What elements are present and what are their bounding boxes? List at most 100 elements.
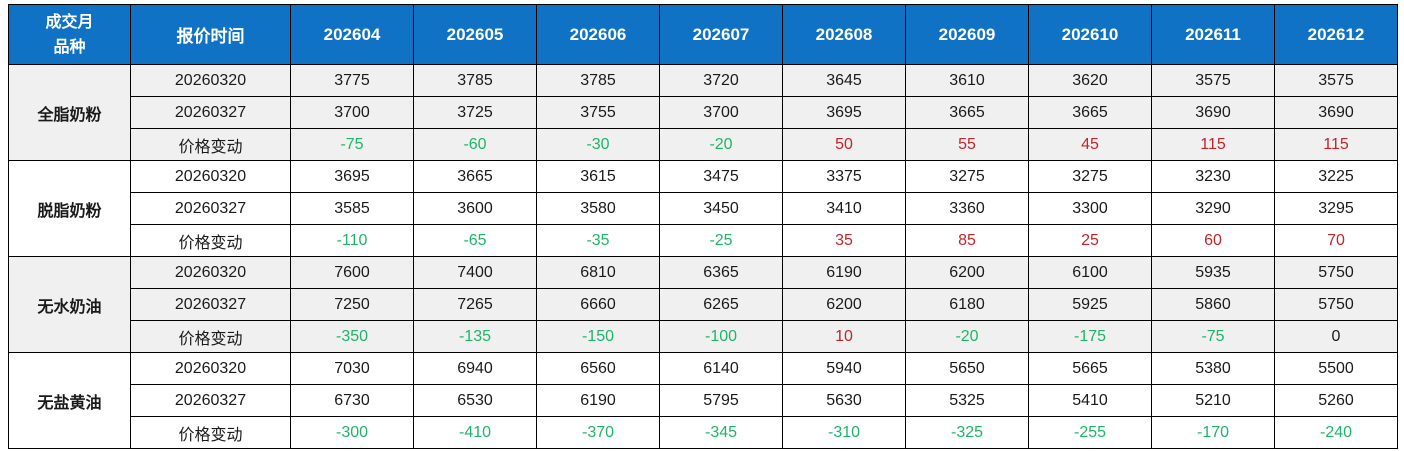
month-header-cell: 202609	[905, 4, 1029, 65]
price-change-cell: 60	[1151, 224, 1275, 257]
price-cell: 3360	[905, 192, 1029, 225]
month-header-cell: 202610	[1028, 4, 1152, 65]
quote-date-cell: 20260320	[130, 160, 291, 193]
price-cell: 3665	[905, 96, 1029, 129]
price-cell: 3290	[1151, 192, 1275, 225]
table-row: 20260327 3585 3600 3580 3450 3410 3360 3300 3290…	[9, 192, 1398, 225]
price-cell: 6190	[536, 384, 660, 417]
price-cell: 6140	[659, 352, 783, 385]
price-cell: 3615	[536, 160, 660, 193]
quote-date-cell: 20260327	[130, 384, 291, 417]
price-change-cell: -20	[905, 320, 1029, 353]
price-cell: 6365	[659, 256, 783, 289]
price-cell: 3580	[536, 192, 660, 225]
price-cell: 3690	[1274, 96, 1398, 129]
price-change-cell: -240	[1274, 416, 1398, 449]
price-cell: 3720	[659, 64, 783, 97]
price-cell: 3295	[1274, 192, 1398, 225]
price-change-cell: 70	[1274, 224, 1398, 257]
corner-label-month: 成交月	[45, 13, 94, 31]
price-cell: 3785	[413, 64, 537, 97]
price-cell: 3275	[1028, 160, 1152, 193]
dairy-price-table: 成交月 品种 报价时间 202604 202605 202606 202607 …	[8, 4, 1398, 449]
price-change-cell: 0	[1274, 320, 1398, 353]
price-cell: 5935	[1151, 256, 1275, 289]
price-cell: 5925	[1028, 288, 1152, 321]
quote-date-cell: 20260320	[130, 64, 291, 97]
price-cell: 6940	[413, 352, 537, 385]
quote-date-cell: 20260320	[130, 256, 291, 289]
table-row: 20260327 7250 7265 6660 6265 6200 6180 5925 5860…	[9, 288, 1398, 321]
quote-date-cell: 20260327	[130, 288, 291, 321]
price-cell: 5650	[905, 352, 1029, 385]
price-cell: 3725	[413, 96, 537, 129]
table-row: 价格变动 -75 -60 -30 -20 50 55 45 115 115	[9, 128, 1398, 161]
price-change-cell: -370	[536, 416, 660, 449]
price-cell: 3665	[413, 160, 537, 193]
table-row: 价格变动 -350 -135 -150 -100 10 -20 -175 -75 0	[9, 320, 1398, 353]
price-change-cell: -410	[413, 416, 537, 449]
table-row: 无盐黄油 20260320 7030 6940 6560 6140 5940 5650 5665…	[8, 352, 1398, 449]
price-change-cell: 50	[782, 128, 906, 161]
price-cell: 3575	[1151, 64, 1275, 97]
price-cell: 5210	[1151, 384, 1275, 417]
table-row: 全脂奶粉 20260320 3775 3785 3785 3720 3645 3610 3620…	[8, 64, 1398, 161]
month-header-cell: 202607	[659, 4, 783, 65]
price-cell: 5630	[782, 384, 906, 417]
price-cell: 5665	[1028, 352, 1152, 385]
price-cell: 3275	[905, 160, 1029, 193]
price-cell: 5860	[1151, 288, 1275, 321]
price-change-cell: -75	[1151, 320, 1275, 353]
price-change-cell: -35	[536, 224, 660, 257]
quote-date-cell: 20260320	[130, 352, 291, 385]
change-row-label-cell: 价格变动	[130, 224, 291, 257]
price-cell: 3410	[782, 192, 906, 225]
month-header-cell: 202612	[1274, 4, 1398, 65]
price-cell: 3665	[1028, 96, 1152, 129]
price-cell: 3300	[1028, 192, 1152, 225]
price-cell: 3610	[905, 64, 1029, 97]
quote-date-cell: 20260327	[130, 192, 291, 225]
product-name-cell: 无盐黄油	[8, 352, 131, 449]
price-cell: 3575	[1274, 64, 1398, 97]
price-cell: 6100	[1028, 256, 1152, 289]
header-row: 成交月 品种 报价时间 202604 202605 202606 202607 …	[8, 4, 1398, 65]
price-change-cell: -20	[659, 128, 783, 161]
price-cell: 5410	[1028, 384, 1152, 417]
month-header-cell: 202604	[290, 4, 414, 65]
price-cell: 5380	[1151, 352, 1275, 385]
price-change-cell: -255	[1028, 416, 1152, 449]
price-cell: 7265	[413, 288, 537, 321]
price-change-cell: -135	[413, 320, 537, 353]
price-cell: 3475	[659, 160, 783, 193]
price-cell: 6180	[905, 288, 1029, 321]
price-cell: 7030	[290, 352, 414, 385]
price-cell: 5260	[1274, 384, 1398, 417]
price-change-cell: 35	[782, 224, 906, 257]
price-change-cell: 45	[1028, 128, 1152, 161]
price-cell: 6530	[413, 384, 537, 417]
corner-header-cell: 成交月 品种	[8, 4, 131, 65]
price-change-cell: -175	[1028, 320, 1152, 353]
price-cell: 5325	[905, 384, 1029, 417]
month-header-cell: 202611	[1151, 4, 1275, 65]
table-header: 成交月 品种 报价时间 202604 202605 202606 202607 …	[8, 4, 1398, 65]
price-change-cell: -170	[1151, 416, 1275, 449]
price-cell: 5750	[1274, 288, 1398, 321]
price-change-cell: -100	[659, 320, 783, 353]
price-change-cell: 55	[905, 128, 1029, 161]
price-cell: 7600	[290, 256, 414, 289]
month-header-cell: 202606	[536, 4, 660, 65]
price-cell: 3690	[1151, 96, 1275, 129]
price-cell: 3585	[290, 192, 414, 225]
price-cell: 6730	[290, 384, 414, 417]
price-change-cell: -25	[659, 224, 783, 257]
change-row-label-cell: 价格变动	[130, 416, 291, 449]
price-cell: 3225	[1274, 160, 1398, 193]
price-change-cell: -30	[536, 128, 660, 161]
price-change-cell: 115	[1151, 128, 1275, 161]
table-row: 脱脂奶粉 20260320 3695 3665 3615 3475 3375 3275 3275…	[8, 160, 1398, 257]
price-change-cell: -60	[413, 128, 537, 161]
price-cell: 6660	[536, 288, 660, 321]
